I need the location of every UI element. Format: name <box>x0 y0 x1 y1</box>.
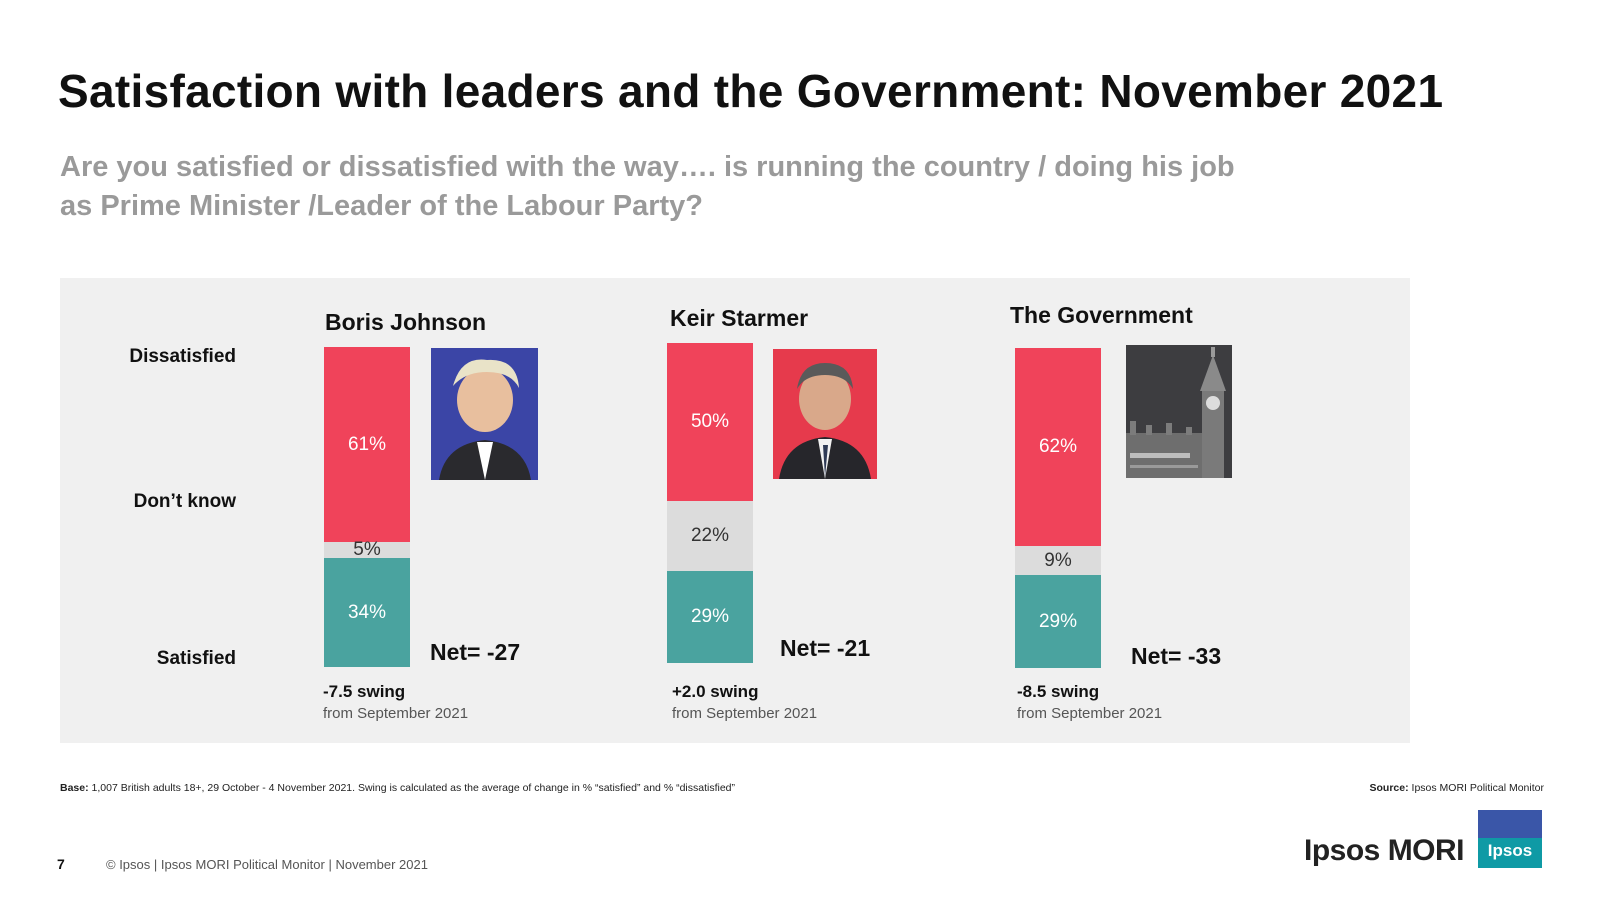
data-label-dont-know: 9% <box>1044 549 1072 571</box>
data-label-dissatisfied: 50% <box>690 411 730 433</box>
stacked-bar-boris-johnson: 61% 5% 34% <box>324 347 410 667</box>
bar-segment-dissatisfied: 50% <box>667 343 753 502</box>
swing-keir-starmer: +2.0 swing <box>672 682 759 701</box>
keir-starmer-photo <box>773 349 877 479</box>
page-title: Satisfaction with leaders and the Govern… <box>58 65 1444 117</box>
source-note: Source: Ipsos MORI Political Monitor <box>1370 782 1544 794</box>
bar-segment-satisfied: 29% <box>667 571 753 663</box>
survey-question: Are you satisfied or dissatisfied with t… <box>60 148 1320 226</box>
portrait-silhouette-icon <box>439 359 531 480</box>
swing-from-boris-johnson: from September 2021 <box>323 705 469 722</box>
bar-segment-dissatisfied: 61% <box>324 347 410 543</box>
copyright-footer: © Ipsos | Ipsos MORI Political Monitor |… <box>106 857 428 872</box>
net-score-keir-starmer: Net= -21 <box>780 635 871 661</box>
data-label-satisfied: 34% <box>347 601 387 623</box>
bar-segment-satisfied: 34% <box>324 558 410 667</box>
question-line-2: as Prime Minister /Leader of the Labour … <box>60 190 703 222</box>
swing-from-keir-starmer: from September 2021 <box>672 705 818 722</box>
net-score-the-government: Net= -33 <box>1131 643 1222 669</box>
ipsos-logo: Ipsos <box>1478 810 1542 868</box>
bar-segment-dont-know: 22% <box>667 501 753 572</box>
ipsos-logo-text: Ipsos <box>1487 841 1533 860</box>
net-score-boris-johnson: Net= -27 <box>430 639 521 665</box>
big-ben-icon <box>1126 345 1232 478</box>
bar-segment-dont-know: 5% <box>324 539 410 561</box>
row-label-dissatisfied: Dissatisfied <box>129 346 236 367</box>
bar-segment-dissatisfied: 62% <box>1015 348 1101 547</box>
ipsos-logo-top-band <box>1478 810 1542 838</box>
data-label-satisfied: 29% <box>690 606 730 628</box>
big-ben-photo <box>1126 345 1232 478</box>
row-label-satisfied: Satisfied <box>156 648 236 669</box>
row-label-dont-know: Don’t know <box>133 491 236 512</box>
page-number: 7 <box>57 856 65 872</box>
question-line-1: Are you satisfied or dissatisfied with t… <box>60 151 1235 183</box>
data-label-dissatisfied: 61% <box>347 433 387 455</box>
bar-segment-dont-know: 9% <box>1015 546 1101 576</box>
base-text: 1,007 British adults 18+, 29 October - 4… <box>91 782 736 794</box>
portrait-silhouette-icon <box>779 363 871 479</box>
swing-boris-johnson: -7.5 swing <box>323 682 406 701</box>
data-label-dont-know: 22% <box>690 525 730 547</box>
boris-johnson-photo <box>431 348 538 480</box>
data-label-dont-know: 5% <box>353 539 381 561</box>
category-label-the-government: The Government <box>1010 302 1193 328</box>
bar-segment-satisfied: 29% <box>1015 575 1101 668</box>
base-note: Base: 1,007 British adults 18+, 29 Octob… <box>60 782 735 794</box>
swing-from-the-government: from September 2021 <box>1017 705 1163 722</box>
category-label-keir-starmer: Keir Starmer <box>670 305 809 331</box>
source-text: Ipsos MORI Political Monitor <box>1411 782 1544 794</box>
category-label-boris-johnson: Boris Johnson <box>325 309 487 335</box>
swing-the-government: -8.5 swing <box>1017 682 1100 701</box>
base-label: Base: <box>60 782 89 794</box>
stacked-bar-keir-starmer: 50% 22% 29% <box>667 343 753 663</box>
stacked-bar-the-government: 62% 9% 29% <box>1015 348 1101 668</box>
source-label: Source: <box>1369 782 1409 794</box>
data-label-satisfied: 29% <box>1038 610 1078 632</box>
data-label-dissatisfied: 62% <box>1038 436 1078 458</box>
ipsos-mori-wordmark: Ipsos MORI <box>1304 834 1465 867</box>
